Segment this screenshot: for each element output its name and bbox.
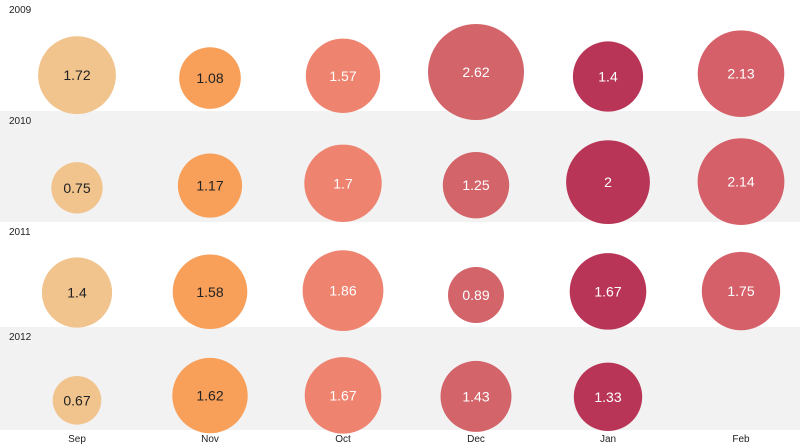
bubble-2011-sep[interactable] (41, 257, 113, 328)
bubble-value-label: 2.13 (727, 66, 754, 82)
x-axis-label-jan: Jan (600, 434, 616, 445)
bubble-value-label: 0.67 (63, 392, 90, 408)
bubble-value-label: 1.08 (196, 70, 223, 86)
bubble-value-label: 1.57 (329, 68, 356, 84)
bubbles: 1.72 1.08 1.57 2.62 1.4 2.13 0.75 1.17 1.7 1.25 2 2… (38, 24, 785, 434)
bubble-value-label: 1.4 (67, 285, 87, 301)
bubble-value-label: 1.33 (594, 389, 621, 405)
bubble-2009-sep[interactable] (38, 36, 116, 115)
bubble-value-label: 1.75 (727, 283, 754, 299)
bubble-2009-dec[interactable] (428, 24, 524, 120)
row-band-2011 (0, 222, 800, 327)
x-axis-labels: Sep Nov Oct Dec Jan Feb (68, 434, 750, 445)
bubble-2010-jan[interactable] (566, 140, 650, 225)
bubble-2012-sep[interactable] (52, 376, 102, 425)
row-label-2010: 2010 (9, 116, 32, 127)
x-axis-label-nov: Nov (201, 434, 219, 445)
bubble-2010-nov[interactable] (177, 153, 243, 218)
row-labels: 2009 2010 2011 2012 (9, 5, 32, 343)
bubble-value-label: 2.14 (727, 174, 754, 190)
row-label-2009: 2009 (9, 5, 32, 16)
bubble-value-label: 2 (604, 174, 612, 190)
bubble-2009-oct[interactable] (305, 38, 381, 113)
bubble-2012-jan[interactable] (573, 362, 643, 432)
bubble-2010-oct[interactable] (304, 144, 382, 222)
x-axis-label-sep: Sep (68, 434, 86, 445)
bubble-value-label: 0.89 (462, 287, 489, 303)
bubble-value-label: 1.4 (598, 69, 618, 85)
bubble-2011-jan[interactable] (569, 253, 647, 330)
row-label-2012: 2012 (9, 332, 32, 343)
bubble-value-label: 1.58 (196, 284, 223, 300)
bubble-2011-dec[interactable] (448, 267, 504, 324)
row-band-2009 (0, 0, 800, 111)
bubble-value-label: 1.72 (63, 67, 90, 83)
bubble-value-label: 1.17 (196, 178, 223, 194)
bubble-2010-dec[interactable] (442, 151, 510, 219)
bubble-value-label: 1.86 (329, 283, 356, 299)
bubble-2012-nov[interactable] (172, 357, 248, 434)
x-axis-label-dec: Dec (467, 434, 485, 445)
bubble-value-label: 1.43 (462, 388, 489, 404)
x-axis-label-oct: Oct (335, 434, 351, 445)
bubble-2012-dec[interactable] (440, 360, 512, 432)
bubble-2009-jan[interactable] (572, 41, 644, 112)
bubble-2011-feb[interactable] (701, 251, 781, 331)
row-band-2012 (0, 327, 800, 430)
bubble-value-label: 0.75 (63, 180, 90, 196)
bubble-2010-feb[interactable] (697, 138, 785, 226)
bubble-2011-nov[interactable] (172, 254, 248, 330)
row-label-2011: 2011 (9, 227, 31, 238)
bubble-value-label: 1.62 (196, 388, 223, 404)
row-bands (0, 0, 800, 430)
bubble-value-label: 1.67 (594, 283, 621, 299)
bubble-2009-feb[interactable] (697, 30, 785, 117)
bubble-2009-nov[interactable] (179, 47, 241, 109)
row-band-2010 (0, 111, 800, 222)
bubble-2010-sep[interactable] (51, 162, 103, 214)
bubble-value-label: 1.67 (329, 387, 356, 403)
bubble-value-label: 1.25 (462, 177, 489, 193)
bubble-value-label: 2.62 (462, 64, 489, 80)
bubble-2011-oct[interactable] (302, 250, 384, 332)
bubble-2012-oct[interactable] (304, 357, 382, 434)
x-axis-label-feb: Feb (732, 434, 750, 445)
bubble-value-label: 1.7 (333, 175, 353, 191)
